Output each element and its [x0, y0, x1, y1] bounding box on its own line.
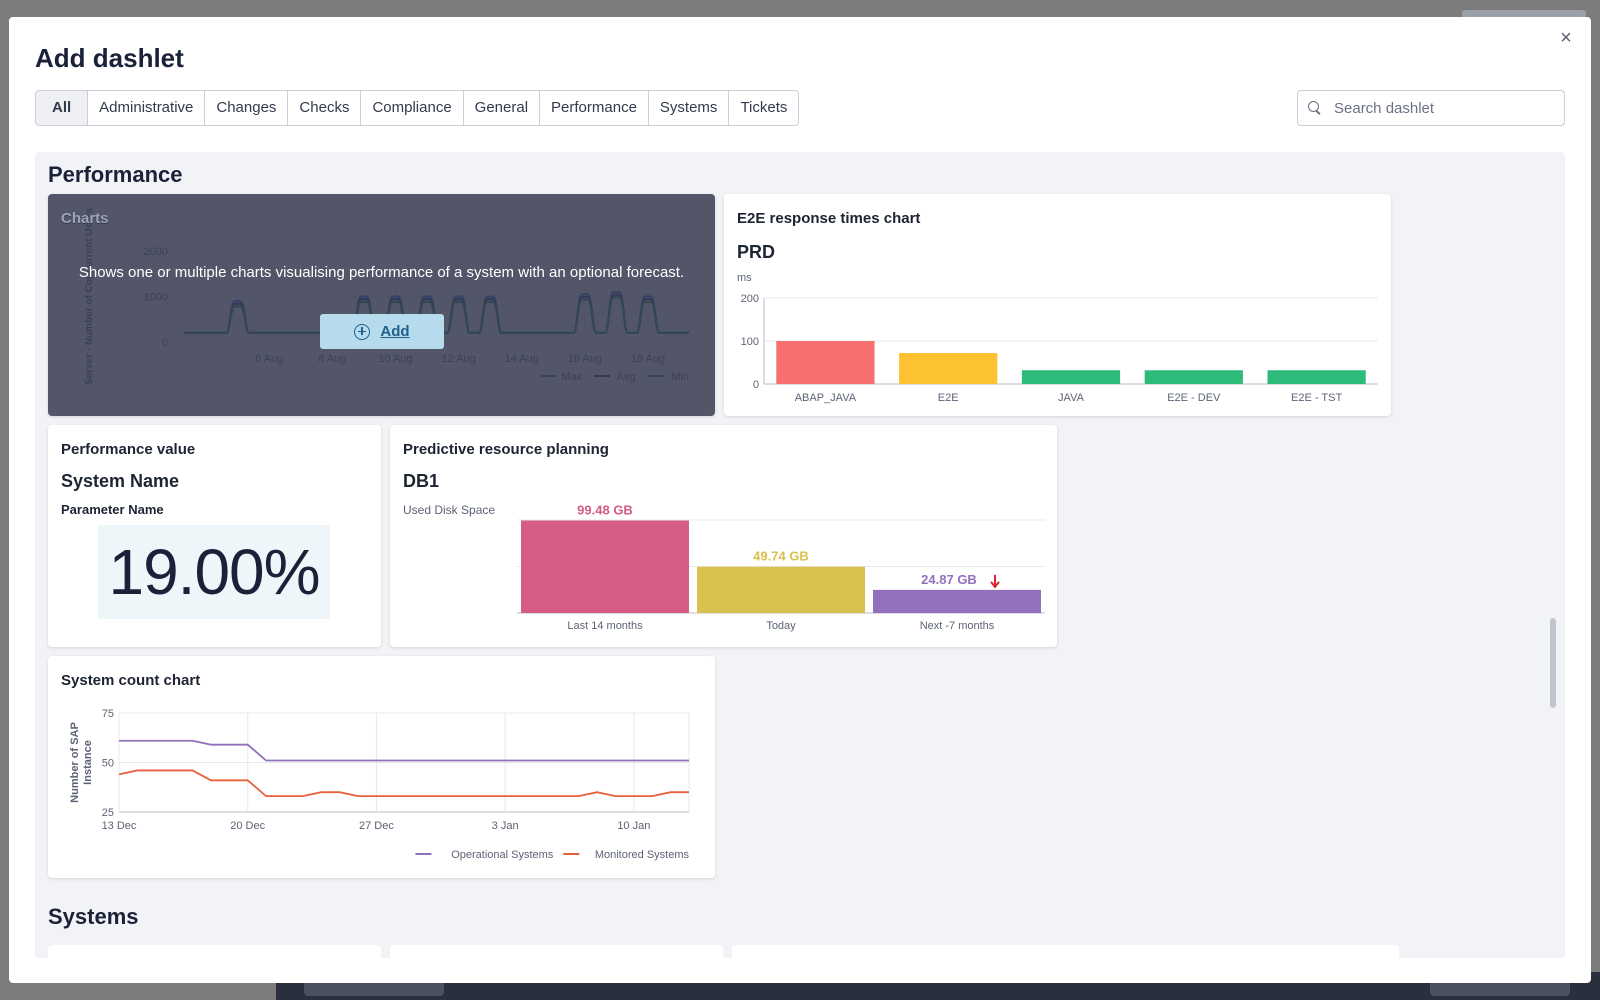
card-title: Predictive resource planning [403, 441, 609, 458]
dashlet-card-e2e-response-times[interactable]: E2E response times chart PRD ms 0 100 200 A… [724, 194, 1391, 416]
category-tabs: All Administrative Changes Checks Compli… [35, 90, 800, 126]
y-tick-label: 100 [741, 336, 759, 348]
backdrop-header-button [1462, 10, 1586, 18]
bar [697, 566, 865, 613]
x-tick-label: JAVA [1058, 392, 1085, 404]
search-input[interactable] [1334, 99, 1554, 117]
dashlet-card-peek [48, 945, 381, 958]
tab-compliance[interactable]: Compliance [361, 91, 464, 125]
x-tick-label: 10 Jan [617, 820, 650, 832]
dashlet-card-charts[interactable]: Charts0100020006 Aug8 Aug10 Aug12 Aug14 … [48, 194, 715, 416]
card-title: Charts [61, 210, 109, 227]
x-tick-label: ABAP_JAVA [795, 392, 857, 404]
y-tick-label: 75 [102, 708, 114, 720]
bar [1021, 370, 1121, 384]
bar [899, 353, 998, 384]
tab-all[interactable]: All [36, 91, 89, 125]
tab-performance[interactable]: Performance [540, 91, 649, 125]
y-axis-label-line: Number of SAP [69, 722, 81, 803]
x-tick-label: E2E - DEV [1167, 392, 1221, 404]
x-tick-label: Today [766, 620, 796, 632]
dashlet-card-peek [732, 945, 1399, 958]
arrow-down-icon [990, 574, 1000, 589]
legend-label: Operational Systems [451, 849, 554, 861]
series-line [118, 769, 689, 798]
x-tick-label: Last 14 months [567, 620, 643, 632]
close-icon[interactable]: × [1560, 27, 1572, 49]
card-title: System count chart [61, 672, 201, 689]
y-tick-label: 25 [102, 807, 114, 819]
card-title: Performance value [61, 441, 196, 458]
card-subtitle: DB1 [403, 471, 440, 491]
bar [873, 589, 1041, 613]
chart-label: Used Disk Space [403, 503, 496, 517]
parameter-name: Parameter Name [61, 502, 164, 517]
card-description: Shows one or multiple charts visualising… [78, 264, 685, 281]
performance-value: 19.00% [98, 525, 330, 619]
y-tick-label: 200 [741, 293, 759, 305]
x-tick-label: 3 Jan [492, 820, 519, 832]
add-dashlet-button[interactable]: Add [320, 314, 444, 349]
series-line [119, 739, 689, 762]
legend-label: Monitored Systems [595, 849, 690, 861]
tab-general[interactable]: General [463, 91, 541, 125]
tab-changes[interactable]: Changes [205, 91, 289, 125]
bar [1144, 370, 1243, 384]
tab-systems[interactable]: Systems [648, 91, 730, 125]
dashlet-list: Performance Charts0100020006 Aug8 Aug10 … [35, 152, 1565, 958]
tab-administrative[interactable]: Administrative [88, 91, 206, 125]
dashlet-card-peek [390, 945, 723, 958]
dashlet-card-performance-value[interactable]: Performance value System Name Parameter … [48, 425, 381, 647]
scrollbar-thumb[interactable] [1550, 618, 1556, 708]
system-count-line-chart: 25 50 75 13 Dec 20 Dec 27 Dec 3 Jan 10 Jan Numbe… [69, 708, 690, 861]
x-tick-label: 20 Dec [230, 820, 265, 832]
card-title: E2E response times chart [737, 210, 921, 227]
y-axis-label-line: Instance [82, 740, 94, 785]
tab-tickets[interactable]: Tickets [729, 91, 799, 125]
x-tick-label: 13 Dec [102, 820, 137, 832]
plus-circle-icon [354, 323, 371, 340]
dashlet-card-system-count[interactable]: System count chart 25 50 75 13 Dec 20 Dec 27 … [48, 656, 715, 878]
add-dashlet-modal: × Add dashlet All Administrative Changes… [9, 17, 1591, 983]
e2e-bar-chart: 0 100 200 ABAP_JAVA E2E JAVA E2E - DEV E2E - TS… [741, 293, 1378, 404]
section-title-performance: Performance [48, 162, 183, 187]
card-subtitle: PRD [737, 242, 776, 262]
y-tick-label: 50 [102, 758, 114, 770]
x-tick-label: 27 Dec [359, 820, 394, 832]
x-tick-label: E2E - TST [1291, 392, 1342, 404]
system-name: System Name [61, 471, 180, 491]
modal-title: Add dashlet [35, 43, 184, 73]
y-tick-label: 0 [753, 379, 759, 391]
search-box [1297, 90, 1565, 126]
data-label: 49.74 GB [753, 549, 809, 564]
bar [521, 520, 689, 613]
dashlet-card-predictive-resource-planning[interactable]: Predictive resource planning DB1 Used Di… [390, 425, 1057, 647]
y-axis-label: Number of SAPInstance [69, 722, 94, 803]
section-title-systems: Systems [48, 904, 139, 929]
x-tick-label: Next -7 months [920, 620, 995, 632]
data-label: 99.48 GB [577, 502, 633, 517]
add-button-label: Add [380, 323, 410, 340]
bar [1267, 370, 1366, 384]
x-tick-label: E2E [938, 392, 959, 404]
predictive-bar-chart: Last 14 months 99.48 GB Today 49.74 GB Next … [517, 502, 1045, 632]
bar [776, 341, 875, 384]
data-label: 24.87 GB [921, 572, 977, 587]
tab-checks[interactable]: Checks [288, 91, 362, 125]
y-axis-unit: ms [737, 272, 752, 284]
search-icon [1308, 101, 1322, 115]
card-hover-overlay: Charts Shows one or multiple charts visu… [48, 194, 715, 416]
